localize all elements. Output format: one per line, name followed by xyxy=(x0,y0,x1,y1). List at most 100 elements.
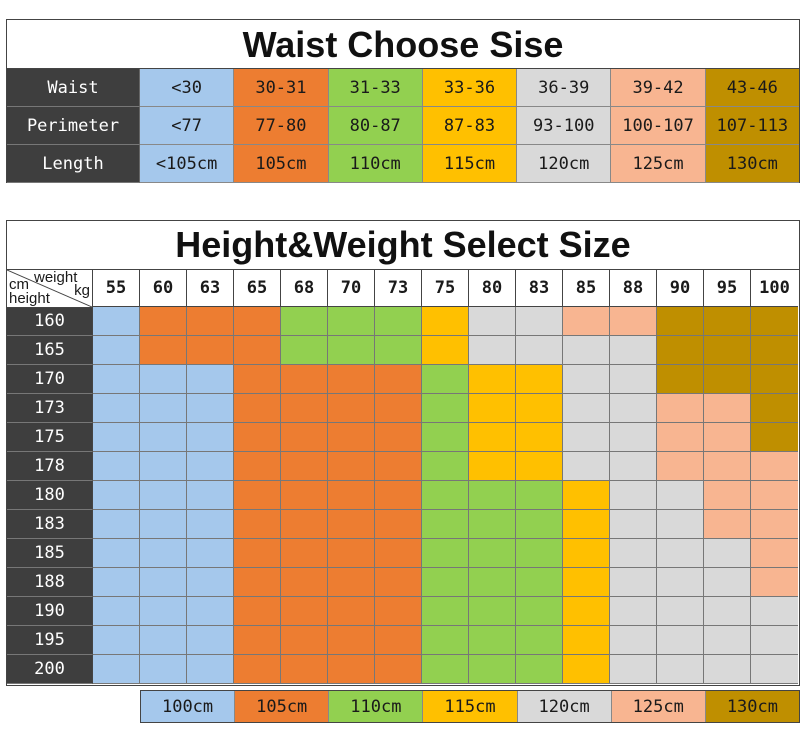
size-color-cell xyxy=(328,365,375,394)
size-grid-title: Height&Weight Select Size xyxy=(175,224,631,265)
size-color-cell xyxy=(422,394,469,423)
size-color-cell xyxy=(469,655,516,684)
size-color-cell xyxy=(234,510,281,539)
size-color-cell xyxy=(140,568,187,597)
size-color-cell xyxy=(516,626,563,655)
size-color-cell xyxy=(375,394,422,423)
size-color-cell xyxy=(140,365,187,394)
size-color-cell xyxy=(610,481,657,510)
size-color-cell xyxy=(516,423,563,452)
size-color-cell xyxy=(422,336,469,365)
size-color-cell xyxy=(516,307,563,336)
size-color-cell xyxy=(140,394,187,423)
size-color-cell xyxy=(563,336,610,365)
height-label-cell: 180 xyxy=(7,481,93,510)
size-color-cell xyxy=(328,394,375,423)
height-label-cell: 175 xyxy=(7,423,93,452)
size-color-cell xyxy=(375,365,422,394)
legend-length-cell: 105cm xyxy=(235,691,330,722)
size-color-cell xyxy=(93,423,140,452)
size-color-cell xyxy=(704,481,751,510)
size-color-cell xyxy=(93,539,140,568)
size-color-cell xyxy=(234,626,281,655)
size-color-cell xyxy=(469,481,516,510)
weight-header-cell: 95 xyxy=(704,270,751,307)
size-color-cell xyxy=(469,307,516,336)
size-color-cell xyxy=(281,510,328,539)
size-color-cell xyxy=(704,568,751,597)
size-color-cell xyxy=(516,336,563,365)
waist-value-cell: 93-100 xyxy=(517,107,612,145)
waist-table-title: Waist Choose Sise xyxy=(7,20,799,69)
size-color-cell xyxy=(93,365,140,394)
size-color-cell xyxy=(657,365,704,394)
size-color-cell xyxy=(140,626,187,655)
size-color-cell xyxy=(469,423,516,452)
size-color-cell xyxy=(140,655,187,684)
size-color-cell xyxy=(516,481,563,510)
size-color-cell xyxy=(234,597,281,626)
waist-value-cell: 33-36 xyxy=(422,69,518,107)
weight-header-cell: 73 xyxy=(375,270,422,307)
size-color-cell xyxy=(751,626,798,655)
size-color-cell xyxy=(187,365,234,394)
waist-size-table: Waist Choose Sise Waist <30 30-31 31-33 33-3… xyxy=(6,19,800,183)
size-color-cell xyxy=(234,539,281,568)
size-color-cell xyxy=(328,452,375,481)
height-label-cell: 160 xyxy=(7,307,93,336)
size-color-cell xyxy=(422,423,469,452)
size-color-cell xyxy=(610,655,657,684)
size-color-cell xyxy=(610,365,657,394)
weight-header-cell: 90 xyxy=(657,270,704,307)
height-label-cell: 185 xyxy=(7,539,93,568)
size-color-cell xyxy=(140,597,187,626)
weight-header-cell: 88 xyxy=(610,270,657,307)
size-color-cell xyxy=(375,481,422,510)
size-color-cell xyxy=(140,481,187,510)
size-color-cell xyxy=(422,597,469,626)
waist-value-cell: 43-46 xyxy=(705,69,799,107)
height-row: 183 xyxy=(7,510,799,539)
waist-value-cell: 36-39 xyxy=(517,69,612,107)
size-color-cell xyxy=(704,539,751,568)
waist-value-cell: 130cm xyxy=(705,145,799,183)
size-color-cell xyxy=(469,452,516,481)
legend-length-cell: 120cm xyxy=(517,691,612,722)
size-color-cell xyxy=(234,394,281,423)
size-color-cell xyxy=(281,336,328,365)
waist-value-cell: 31-33 xyxy=(328,69,423,107)
size-color-cell xyxy=(657,597,704,626)
size-color-cell xyxy=(469,365,516,394)
height-row: 178 xyxy=(7,452,799,481)
size-color-cell xyxy=(328,510,375,539)
size-color-cell xyxy=(93,452,140,481)
size-color-cell xyxy=(610,539,657,568)
height-label-cell: 170 xyxy=(7,365,93,394)
waist-value-cell: <30 xyxy=(140,69,235,107)
waist-value-cell: 110cm xyxy=(328,145,423,183)
height-label-cell: 173 xyxy=(7,394,93,423)
size-color-cell xyxy=(657,307,704,336)
size-color-cell xyxy=(187,481,234,510)
size-color-cell xyxy=(422,626,469,655)
size-color-cell xyxy=(422,539,469,568)
size-color-cell xyxy=(751,336,798,365)
waist-value-cell: 105cm xyxy=(234,145,329,183)
weight-header-cell: 70 xyxy=(328,270,375,307)
legend-length-cell: 110cm xyxy=(329,691,424,722)
weight-header-cell: 85 xyxy=(563,270,610,307)
size-color-cell xyxy=(610,423,657,452)
height-label-cell: 188 xyxy=(7,568,93,597)
size-color-cell xyxy=(516,655,563,684)
size-color-cell xyxy=(657,539,704,568)
size-color-cell xyxy=(469,568,516,597)
corner-weight-label: weight xyxy=(34,270,78,286)
size-color-cell xyxy=(610,626,657,655)
size-color-cell xyxy=(657,510,704,539)
size-color-cell xyxy=(234,655,281,684)
waist-row-label: Length xyxy=(7,145,140,183)
waist-value-cell: <77 xyxy=(140,107,235,145)
waist-table-row: Length <105cm 105cm 110cm 115cm 120cm 125cm 130… xyxy=(7,145,799,183)
legend-length-cell: 115cm xyxy=(423,691,518,722)
weight-header-row: weight kg cm height 55 60 63 65 68 70 73 75 80 83… xyxy=(7,269,799,308)
